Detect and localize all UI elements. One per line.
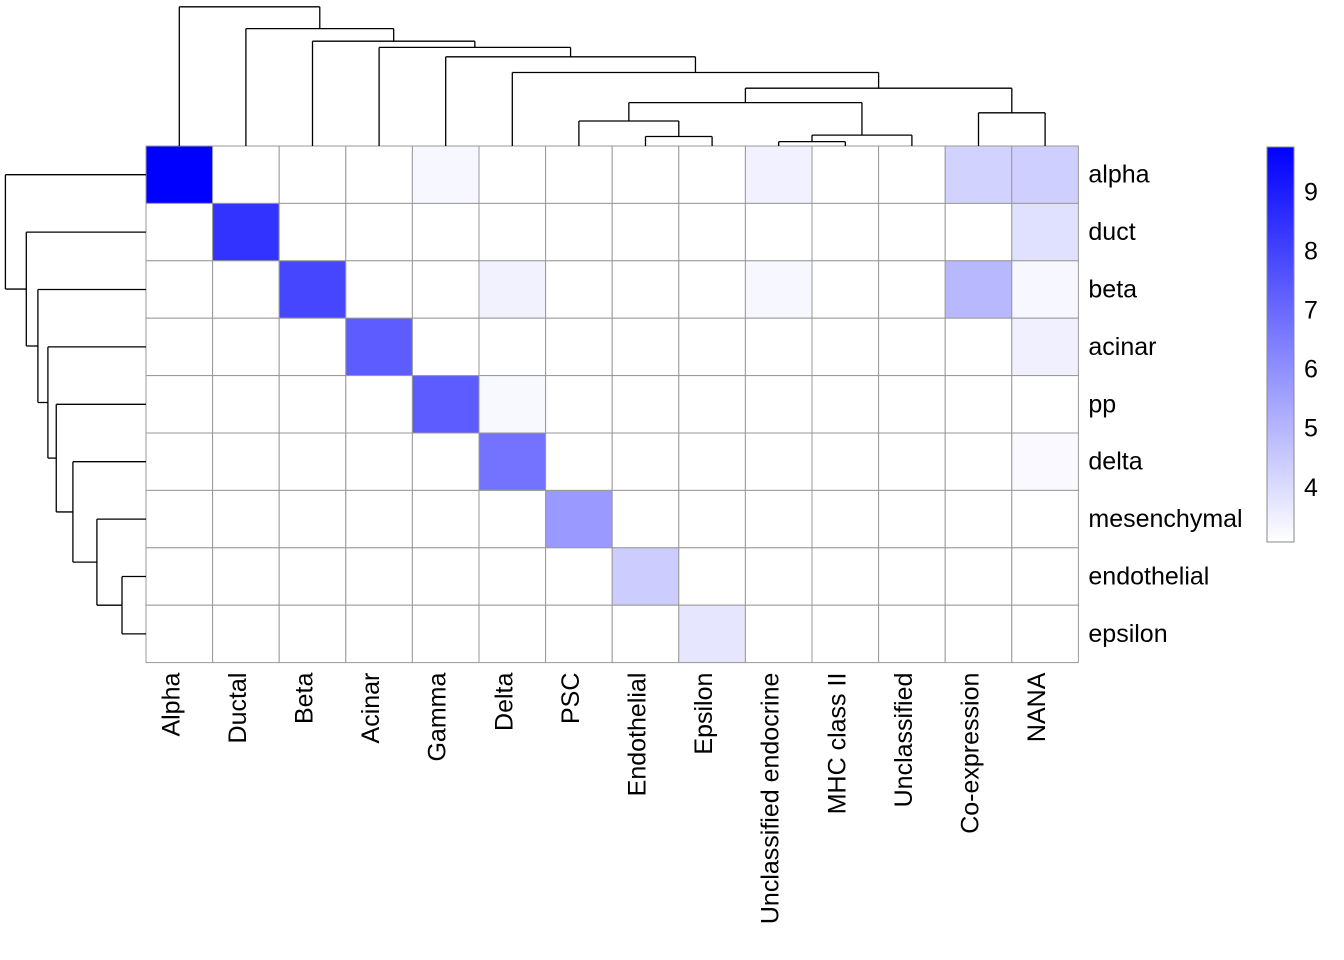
svg-text:8: 8: [1304, 238, 1318, 266]
svg-text:Acinar: Acinar: [357, 673, 385, 744]
svg-text:Alpha: Alpha: [157, 673, 185, 737]
svg-text:delta: delta: [1088, 448, 1142, 476]
svg-text:Ductal: Ductal: [224, 673, 252, 744]
svg-text:epsilon: epsilon: [1088, 620, 1167, 648]
svg-text:7: 7: [1304, 297, 1318, 325]
svg-text:NANA: NANA: [1023, 672, 1051, 742]
svg-text:4: 4: [1304, 474, 1318, 502]
svg-text:duct: duct: [1088, 218, 1135, 246]
svg-text:Gamma: Gamma: [424, 673, 452, 762]
svg-text:Delta: Delta: [490, 673, 518, 731]
svg-text:PSC: PSC: [557, 673, 585, 724]
svg-text:Epsilon: Epsilon: [690, 673, 718, 755]
svg-text:5: 5: [1304, 415, 1318, 443]
svg-text:Co-expression: Co-expression: [957, 673, 985, 834]
svg-text:mesenchymal: mesenchymal: [1088, 505, 1242, 533]
svg-text:MHC class II: MHC class II: [823, 673, 851, 815]
svg-text:6: 6: [1304, 356, 1318, 384]
svg-text:Endothelial: Endothelial: [624, 673, 652, 797]
svg-text:9: 9: [1304, 179, 1318, 207]
svg-text:endothelial: endothelial: [1088, 563, 1209, 591]
svg-text:beta: beta: [1088, 276, 1137, 304]
svg-text:pp: pp: [1088, 390, 1116, 418]
svg-text:alpha: alpha: [1088, 161, 1149, 189]
svg-text:Unclassified: Unclassified: [890, 673, 918, 808]
svg-text:Unclassified endocrine: Unclassified endocrine: [757, 673, 785, 925]
svg-text:Beta: Beta: [291, 673, 319, 725]
svg-text:acinar: acinar: [1088, 333, 1156, 361]
